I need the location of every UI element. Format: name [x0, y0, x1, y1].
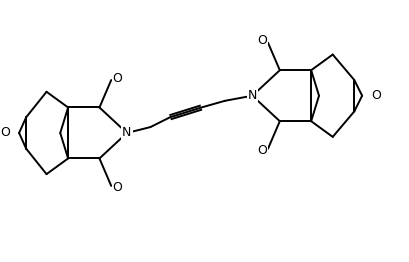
Text: O: O	[112, 72, 122, 85]
Text: O: O	[112, 181, 122, 194]
Text: N: N	[247, 89, 256, 102]
Text: O: O	[0, 127, 11, 139]
Text: O: O	[256, 144, 266, 157]
Text: O: O	[256, 34, 266, 47]
Text: N: N	[122, 127, 131, 139]
Text: O: O	[370, 89, 380, 102]
